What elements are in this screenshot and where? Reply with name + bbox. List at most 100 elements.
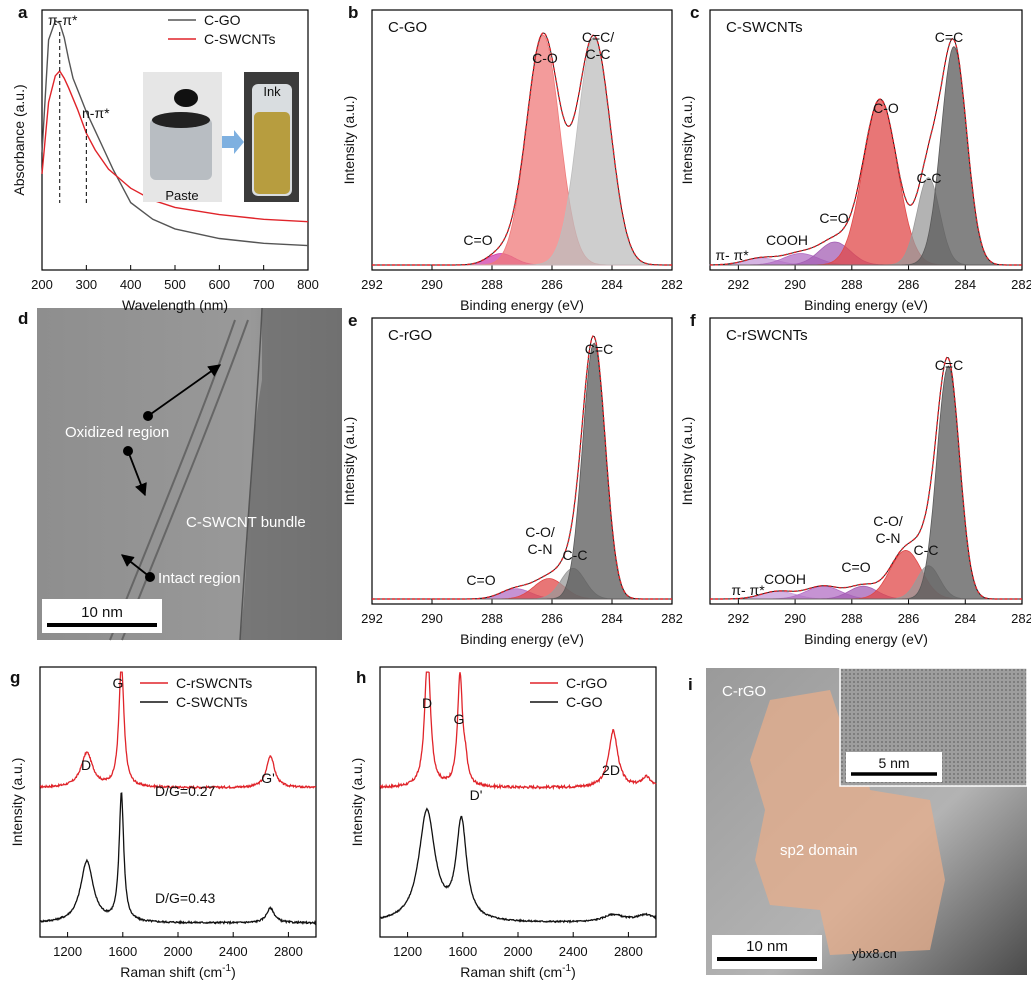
x-tick-label-c-1: 290 <box>784 277 806 292</box>
oxidized-region-label: Oxidized region <box>65 424 169 441</box>
ink-liquid <box>254 112 290 194</box>
x-tick-label-b-1: 290 <box>421 277 443 292</box>
n-pi-label: n-π* <box>82 105 110 121</box>
peak-label-c-2: C=O <box>819 210 848 226</box>
y-axis-label-h: Intensity (a.u.) <box>349 758 365 847</box>
panel-label-d: d <box>18 309 28 328</box>
y-axis-label-c: Intensity (a.u.) <box>679 96 695 185</box>
x-axis-label-e: Binding energy (eV) <box>460 631 584 647</box>
chart-f: 292 290 288 286 284 282 Binding energy (eV) Int… <box>679 311 1031 647</box>
x-tick-label-e-5: 282 <box>661 611 683 626</box>
legend-label-0: C-GO <box>204 12 241 28</box>
x-tick-label-a-3: 500 <box>164 277 186 292</box>
x-tick-label-f-4: 284 <box>954 611 976 626</box>
peak-label-f-4: C-C <box>914 542 939 558</box>
chart-a: 200 300 400 500 600 700 800 Wavelength (nm) Abso… <box>11 3 319 313</box>
x-tick-label-f-2: 288 <box>841 611 863 626</box>
sp2-domain-region <box>750 690 945 955</box>
chart-g: 1200 1600 2000 2400 2800 Raman shift (cm-1) In… <box>9 666 317 980</box>
x-tick-label-c-3: 286 <box>898 277 920 292</box>
scalebar-box-inset <box>846 752 942 782</box>
x-tick-label-h-0: 1200 <box>393 944 422 959</box>
peak-label-f-3-b: C-N <box>876 530 901 546</box>
series-line-c-swcnts <box>41 69 309 223</box>
x-tick-label-f-3: 286 <box>898 611 920 626</box>
swcnt-bundle-region <box>240 308 342 640</box>
oxidized-arrow-2 <box>127 450 147 497</box>
sp2-domain-label: sp2 domain <box>780 842 858 859</box>
measured-f <box>710 356 1022 600</box>
plot-frame-e <box>371 317 673 605</box>
x-axis-label-h: Raman shift (cm-1) <box>460 963 576 980</box>
x-tick-label-a-6: 800 <box>297 277 319 292</box>
measured-c <box>710 37 1022 266</box>
panel-label-g: g <box>10 668 20 687</box>
envelope-e <box>372 335 672 600</box>
peak-label-e-1: C-O/ <box>525 524 555 540</box>
x-tick-label-f-5: 282 <box>1011 611 1031 626</box>
raman-2D-label: 2D <box>602 762 620 778</box>
peak-label-e-2: C-C <box>563 547 588 563</box>
panel-d: Oxidized region Intact region C-SWCNT bu… <box>18 307 342 641</box>
panel-label-h: h <box>356 668 366 687</box>
peak-label-b-2: C=C/ <box>582 29 614 45</box>
x-tick-label-e-3: 286 <box>541 611 563 626</box>
scalebar-i-label: 10 nm <box>746 938 788 955</box>
x-axis-label-f: Binding energy (eV) <box>804 631 928 647</box>
x-axis-label-sup: -1 <box>562 963 571 974</box>
paste-jar <box>150 118 212 180</box>
ratio-top-label: D/G=0.27 <box>155 783 216 799</box>
x-tick-label-e-2: 288 <box>481 611 503 626</box>
x-tick-label-b-0: 292 <box>361 277 383 292</box>
peak-area-e-3 <box>372 342 672 600</box>
peak-label-f-3: C-O/ <box>873 513 903 529</box>
bundle-label: C-SWCNT bundle <box>186 514 306 531</box>
chart-title-b: C-GO <box>388 19 427 36</box>
peak-label-c-3: C-O <box>873 100 899 116</box>
peak-label-b-1: C-O <box>532 50 558 66</box>
ratio-bottom-label: D/G=0.43 <box>155 890 216 906</box>
raman-Gp-label: G' <box>261 770 275 786</box>
x-tick-label-a-0: 200 <box>31 277 53 292</box>
x-tick-label-e-0: 292 <box>361 611 383 626</box>
measured-b <box>372 32 672 266</box>
x-tick-label-h-2: 2000 <box>504 944 533 959</box>
series-line-h-c-go <box>379 807 657 924</box>
watermark: ybx8.cn <box>852 946 897 961</box>
peak-label-e-0: C=O <box>466 572 495 588</box>
x-tick-label-h-1: 1600 <box>448 944 477 959</box>
chart-title-c: C-SWCNTs <box>726 19 803 36</box>
series-line-h-c-rgo <box>379 671 657 791</box>
y-axis-label-a: Absorbance (a.u.) <box>11 84 27 195</box>
chart-c: 292 290 288 286 284 282 Binding energy (eV) Int… <box>679 3 1031 313</box>
scalebar-box-d <box>42 599 162 633</box>
legend-label-h-1: C-GO <box>566 694 603 710</box>
peak-area-b-1 <box>372 34 672 266</box>
peak-label-b-0: C=O <box>463 232 492 248</box>
series-line-g-c-rswcnts <box>39 671 317 790</box>
ink-label: Ink <box>263 84 281 99</box>
x-axis-label-a: Wavelength (nm) <box>122 297 228 313</box>
paste-surface <box>152 112 210 128</box>
scalebar-box-i <box>712 935 822 969</box>
pi-pi-label: π-π* <box>48 12 78 28</box>
x-tick-label-a-5: 700 <box>253 277 275 292</box>
chart-title-f: C-rSWCNTs <box>726 327 808 344</box>
series-line-c-go <box>41 19 309 247</box>
peak-label-c-5: C=C <box>935 29 963 45</box>
x-tick-label-a-4: 600 <box>208 277 230 292</box>
paste-label: Paste <box>165 188 198 203</box>
chart-e: 292 290 288 286 284 282 Binding energy (eV) Int… <box>341 311 683 647</box>
x-axis-label-close: ) <box>231 964 236 980</box>
intact-region-label: Intact region <box>158 570 241 587</box>
panel-label-f: f <box>690 311 696 330</box>
raman-G-label: G <box>113 675 124 691</box>
raman-G-label: G <box>454 711 465 727</box>
panel-label-i: i <box>688 675 693 694</box>
plot-frame-c <box>709 9 1023 271</box>
x-tick-label-b-5: 282 <box>661 277 683 292</box>
legend-label-1: C-SWCNTs <box>204 31 276 47</box>
x-tick-label-b-4: 284 <box>601 277 623 292</box>
peak-label-f-1: COOH <box>764 571 806 587</box>
